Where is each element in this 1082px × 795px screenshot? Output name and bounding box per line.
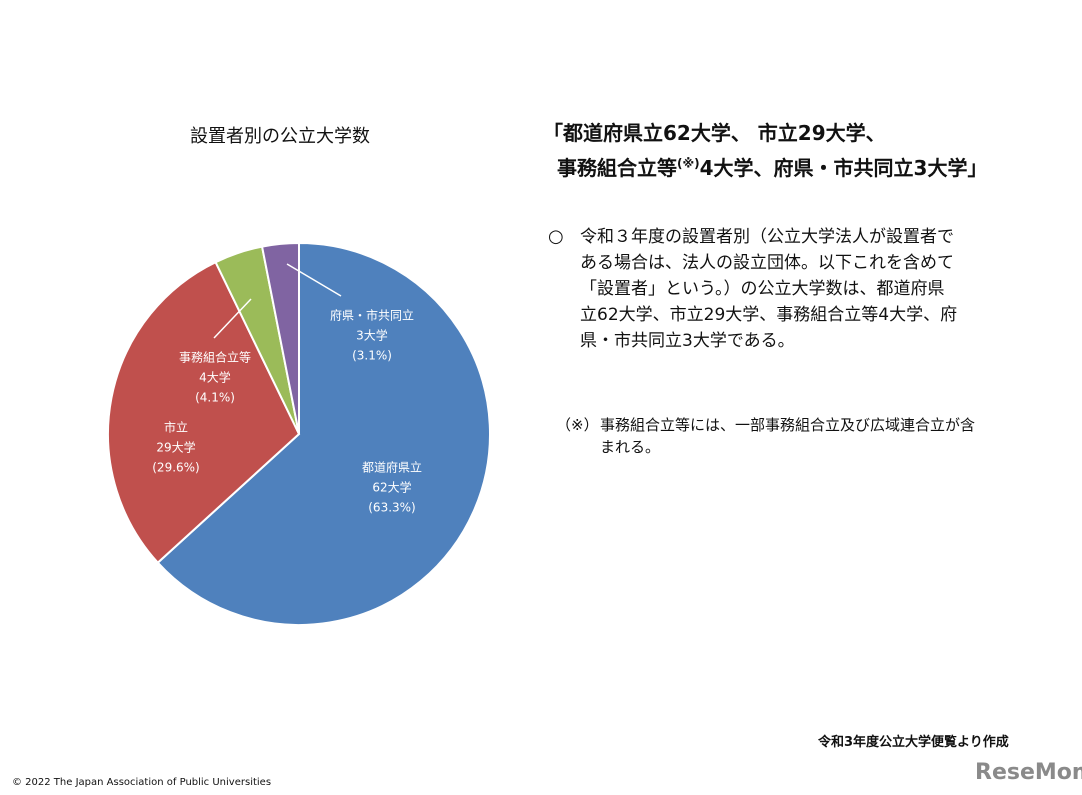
body-line: 「設置者」という。）の公立大学数は、都道府県	[580, 279, 945, 299]
body-line: 立62大学、市立29大学、事務組合立等4大学、府	[580, 305, 958, 325]
body-line: ある場合は、法人の設立団体。以下これを含めて	[580, 253, 954, 273]
slice-label: 府県・市共同立	[330, 308, 414, 323]
heading-line: 事務組合立等(※)4大学、府県・市共同立3大学」	[557, 152, 987, 181]
slice-count: 3大学	[356, 328, 388, 343]
slice-percent: (3.1%)	[352, 349, 392, 363]
slice-percent: (63.3%)	[368, 501, 415, 515]
footer: © 2022 The Japan Association of Public U…	[12, 777, 272, 788]
slice-label: 事務組合立等	[179, 350, 251, 365]
source: 令和3年度公立大学便覧より作成	[818, 735, 1009, 750]
heading-text: 4大学、府県・市共同立3大学」	[699, 156, 988, 180]
note-line: まれる。	[600, 438, 661, 456]
watermark: ReseMom	[975, 760, 1082, 785]
slice-label: 市立	[164, 420, 188, 435]
slice-percent: (4.1%)	[195, 391, 235, 405]
body-text: 令和３年度の設置者別（公立大学法人が設置者で ある場合は、法人の設立団体。以下これ…	[580, 224, 957, 354]
pie-slice	[260, 241, 300, 435]
note-mark: （※）	[556, 416, 599, 434]
body-line: 令和３年度の設置者別（公立大学法人が設置者で	[580, 227, 954, 247]
body-line: 県・市共同立3大学である。	[580, 331, 795, 351]
chart-title: 設置者別の公立大学数	[190, 126, 370, 147]
slice-count: 62大学	[372, 480, 411, 495]
slice-percent: (29.6%)	[152, 461, 199, 475]
bullet: ○	[548, 226, 564, 247]
note-text: 事務組合立等には、一部事務組合立及び広域連合立が含 まれる。	[600, 414, 975, 458]
heading-text: 事務組合立等	[557, 156, 677, 180]
slice-count: 29大学	[156, 440, 195, 455]
pie-slice	[156, 241, 491, 626]
slice-count: 4大学	[199, 370, 231, 385]
slice-label: 都道府県立	[362, 460, 422, 475]
note-line: 事務組合立等には、一部事務組合立及び広域連合立が含	[600, 416, 976, 434]
heading-note-mark: (※)	[677, 156, 700, 171]
leader-line	[286, 263, 342, 297]
leader-line	[213, 298, 252, 339]
heading-line: 「都道府県立62大学、 市立29大学、	[543, 121, 886, 145]
